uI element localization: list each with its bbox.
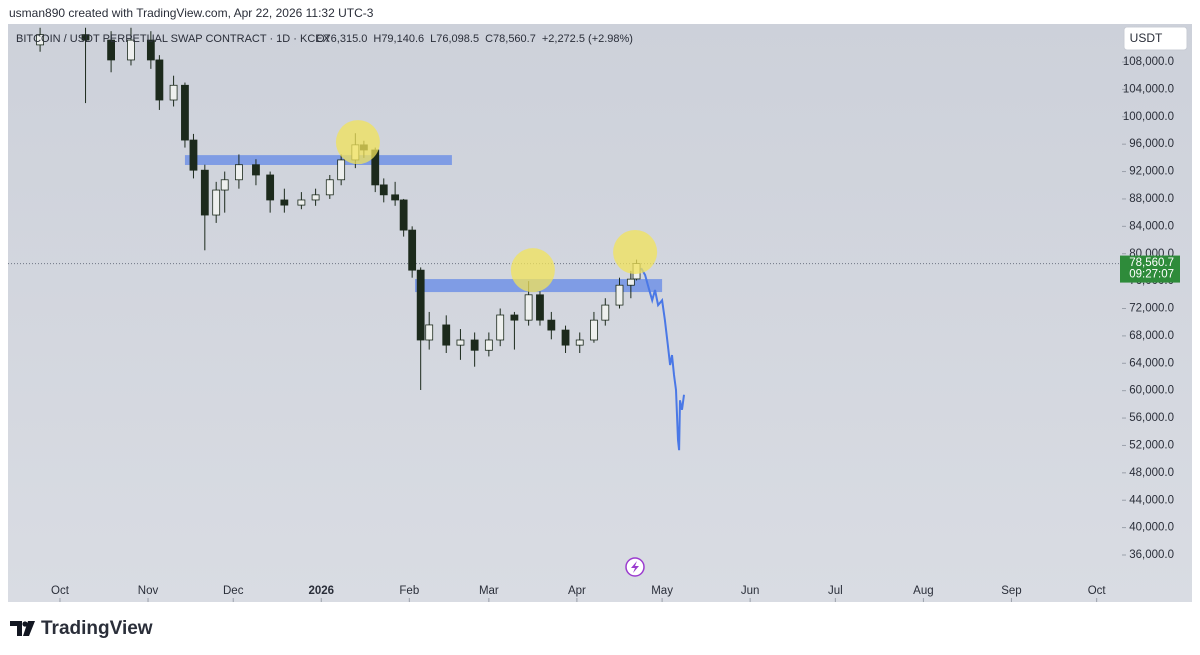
candle-body	[155, 59, 164, 101]
ohlc-value: H79,140.6	[373, 33, 424, 45]
candle-body	[416, 269, 425, 341]
candle-body	[425, 324, 434, 341]
y-tick-label: 88,000.0	[1129, 193, 1174, 205]
candle-body	[561, 329, 570, 346]
y-tick-label: 36,000.0	[1129, 549, 1174, 561]
highlight	[613, 230, 658, 275]
highlight	[510, 248, 555, 293]
y-tick-label: 52,000.0	[1129, 439, 1174, 451]
candle-body	[456, 339, 465, 346]
candle-body	[36, 34, 44, 46]
candle-body	[212, 189, 221, 216]
candle-body	[496, 314, 505, 341]
x-tick-label: Nov	[138, 585, 159, 597]
y-tick-label: 96,000.0	[1129, 138, 1174, 150]
x-tick-label: Jun	[741, 585, 760, 597]
y-tick-label: 56,000.0	[1129, 412, 1174, 424]
y-tick-label: 64,000.0	[1129, 357, 1174, 369]
candle-body	[391, 194, 400, 201]
candle-body	[127, 39, 135, 61]
candle-body	[235, 164, 243, 181]
chart-background	[8, 24, 1192, 602]
candle-body	[181, 84, 189, 141]
candle-body	[442, 324, 451, 346]
y-tick-label: 40,000.0	[1129, 522, 1174, 534]
x-tick-label: May	[651, 585, 673, 597]
y-tick-label: 60,000.0	[1129, 385, 1174, 397]
candle-body	[169, 84, 178, 101]
candle-body	[297, 199, 306, 206]
candle-body	[81, 34, 90, 41]
price-badge-label: 78,560.7	[1129, 257, 1174, 269]
currency: USDT	[1130, 31, 1163, 45]
ohlc-value: L76,098.5	[430, 33, 479, 45]
x-tick-label: Aug	[913, 585, 933, 597]
x-tick-label: Apr	[568, 585, 586, 597]
candle-body	[615, 284, 624, 306]
x-tick-label: Feb	[399, 585, 419, 597]
ohlc-value: +2,272.5 (+2.98%)	[542, 33, 633, 45]
y-tick-label: 100,000.0	[1123, 111, 1174, 123]
y-tick-label: 104,000.0	[1123, 83, 1174, 95]
x-tick-label: Sep	[1001, 585, 1021, 597]
candle-body	[325, 179, 334, 196]
candle-body	[266, 174, 275, 201]
brand-logo	[10, 621, 35, 636]
candle-body	[200, 169, 209, 216]
candle-body	[408, 229, 417, 271]
lightning-glyph	[631, 561, 639, 573]
candle-body	[252, 164, 260, 176]
x-tick-label: Dec	[223, 585, 244, 597]
candle-body	[399, 199, 408, 231]
candle-body	[337, 159, 346, 181]
y-tick-label: 44,000.0	[1129, 494, 1174, 506]
candle-body	[484, 339, 493, 351]
highlight	[335, 120, 380, 165]
candle-body	[524, 294, 533, 321]
x-tick-label: 2026	[308, 585, 334, 597]
symbol: BITCOIN / USDT PERPETUAL SWAP CONTRACT ·…	[16, 33, 331, 45]
credit: usman890 created with TradingView.com, A…	[9, 6, 374, 20]
candle-body	[189, 139, 198, 171]
brand: TradingView	[41, 618, 153, 639]
candle-body	[575, 339, 584, 346]
y-tick-label: 84,000.0	[1129, 220, 1174, 232]
candle-body	[536, 294, 544, 321]
candle-body	[280, 199, 289, 206]
candle-body	[220, 179, 229, 191]
candle-body	[626, 278, 635, 286]
x-tick-label: Mar	[479, 585, 499, 597]
y-tick-label: 72,000.0	[1129, 303, 1174, 315]
candle-body	[311, 194, 320, 201]
price-countdown: 09:27:07	[1129, 269, 1174, 281]
x-tick-label: Oct	[1088, 585, 1107, 597]
candle-body	[601, 304, 610, 321]
candle-body	[590, 319, 598, 341]
price-badge	[1120, 255, 1180, 283]
candle-body	[510, 314, 519, 321]
x-tick-label: Jul	[828, 585, 843, 597]
ohlc-value: O76,315.0	[316, 33, 367, 45]
y-tick-label: 108,000.0	[1123, 56, 1174, 68]
x-tick-label: Oct	[51, 585, 70, 597]
currency-button[interactable]	[1123, 26, 1188, 51]
candle-body	[547, 319, 556, 331]
projection-line	[640, 267, 685, 451]
zone	[184, 155, 452, 165]
y-tick-label: 68,000.0	[1129, 330, 1174, 342]
candle-body	[107, 39, 115, 61]
candle-body	[146, 39, 155, 61]
candle-body	[379, 184, 388, 196]
candle-body	[470, 339, 479, 351]
ohlc-value: C78,560.7	[485, 33, 536, 45]
y-tick-label: 48,000.0	[1129, 467, 1174, 479]
y-tick-label: 92,000.0	[1129, 166, 1174, 178]
